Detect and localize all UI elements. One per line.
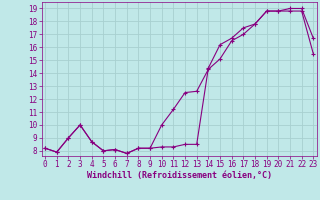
X-axis label: Windchill (Refroidissement éolien,°C): Windchill (Refroidissement éolien,°C) [87,171,272,180]
